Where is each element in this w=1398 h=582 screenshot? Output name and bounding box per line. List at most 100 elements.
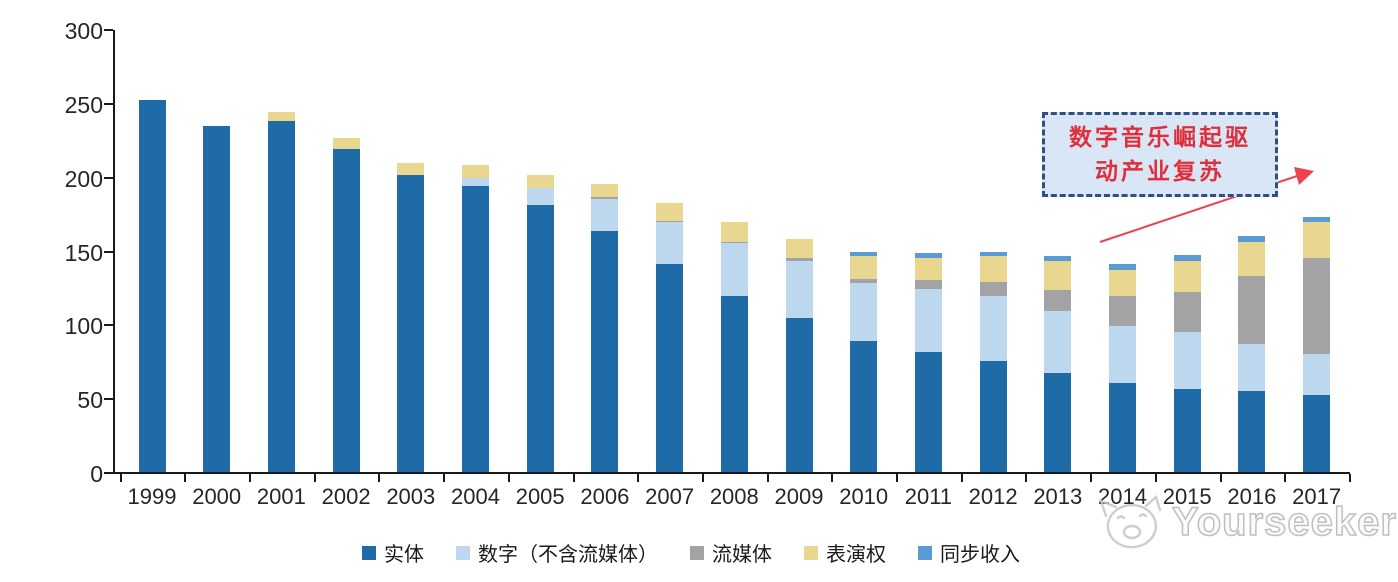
bar-segment: [656, 203, 684, 221]
x-tick-mark: [378, 474, 381, 482]
bar-segment: [526, 204, 554, 472]
y-tick-mark: [104, 472, 113, 474]
x-tick-mark: [637, 474, 640, 482]
bar-segment: [914, 253, 942, 258]
bar-segment: [656, 220, 684, 223]
legend-swatch-icon: [804, 545, 818, 560]
bar-segment: [979, 296, 1007, 362]
y-tick-label: 150: [64, 239, 103, 266]
bar-segment: [1173, 254, 1201, 261]
x-tick-label: 2002: [321, 484, 371, 509]
legend-swatch-icon: [918, 545, 932, 560]
y-tick-mark: [104, 324, 113, 327]
bar-segment: [591, 197, 619, 199]
y-tick-mark: [104, 29, 113, 31]
bar-segment: [1173, 389, 1201, 472]
x-tick-label: 2010: [839, 484, 889, 509]
bar-segment: [979, 256, 1007, 282]
bar-segment: [850, 340, 878, 472]
x-tick-mark: [831, 474, 834, 482]
y-tick-mark: [104, 250, 113, 253]
x-tick-label: 2005: [515, 484, 565, 509]
bar-segment: [526, 188, 554, 205]
bar-segment: [138, 99, 166, 472]
bar-segment: [267, 120, 295, 472]
x-tick-mark: [1284, 474, 1287, 482]
bar-segment: [591, 231, 619, 472]
bar-segment: [397, 175, 425, 472]
bar-segment: [332, 138, 360, 149]
bar-segment: [462, 178, 489, 186]
annotation-text-line1: 数字音乐崛起驱: [1069, 124, 1251, 152]
x-tick-mark: [701, 474, 704, 482]
y-axis: [113, 30, 115, 474]
bar-segment: [850, 251, 878, 257]
x-tick-label: 2009: [774, 484, 824, 509]
x-tick-label: 2014: [1098, 484, 1147, 509]
x-tick-label: 2007: [645, 484, 695, 509]
y-tick-label: 250: [64, 91, 103, 118]
bar-segment: [1303, 353, 1331, 396]
legend-label: 表演权: [826, 542, 886, 566]
bar-segment: [462, 185, 489, 472]
bar-segment: [850, 282, 878, 341]
y-tick-mark: [104, 176, 113, 179]
x-tick-label: 2008: [709, 484, 759, 509]
x-tick-label: 2012: [968, 484, 1018, 509]
annotation-text-line2: 动产业复苏: [1095, 157, 1225, 185]
x-tick-label: 2006: [580, 484, 630, 509]
legend-label: 流媒体: [712, 542, 772, 566]
x-tick-label: 1999: [127, 484, 177, 509]
x-tick-mark: [507, 474, 510, 482]
bar-segment: [785, 260, 813, 319]
bar-segment: [850, 278, 878, 283]
bar-segment: [1109, 269, 1136, 297]
bar-segment: [203, 126, 231, 472]
legend-label: 同步收入: [940, 542, 1020, 566]
bar-segment: [1044, 256, 1072, 261]
y-tick-mark: [104, 102, 113, 105]
legend-label: 实体: [384, 542, 424, 566]
bar-segment: [1303, 216, 1331, 223]
bar-segment: [1044, 290, 1072, 312]
x-tick-mark: [119, 474, 122, 482]
bar-segment: [1303, 257, 1331, 354]
legend-swatch-icon: [362, 545, 376, 560]
x-tick-label: 2000: [192, 484, 242, 509]
bar-segment: [785, 238, 813, 258]
x-tick-label: 2016: [1227, 484, 1277, 509]
bar-segment: [1238, 241, 1266, 276]
bar-segment: [1109, 325, 1136, 384]
bar-segment: [1238, 343, 1266, 391]
x-tick-mark: [572, 474, 575, 482]
bar-segment: [1044, 260, 1072, 291]
bar-segment: [526, 175, 554, 189]
legend: 实体 数字（不含流媒体） 流媒体 表演权 同步收入: [362, 538, 1020, 567]
legend-item: 流媒体: [690, 538, 772, 567]
bar-segment: [979, 361, 1007, 472]
legend-item: 实体: [362, 538, 424, 567]
bar-segment: [397, 163, 425, 176]
x-tick-label: 2004: [451, 484, 500, 509]
y-tick-label: 300: [64, 18, 103, 44]
bar-segment: [1173, 260, 1201, 292]
x-tick-label: 2001: [256, 484, 306, 509]
x-tick-mark: [1348, 474, 1351, 482]
bar-segment: [591, 184, 619, 198]
bar-segment: [1303, 222, 1331, 258]
x-tick-mark: [313, 474, 316, 482]
bar-segment: [1109, 383, 1136, 472]
x-tick-mark: [896, 474, 899, 482]
annotation-callout: 数字音乐崛起驱 动产业复苏: [1042, 112, 1278, 197]
legend-swatch-icon: [456, 545, 470, 560]
legend-swatch-icon: [690, 545, 704, 560]
bar-segment: [1173, 331, 1201, 390]
bar-segment: [720, 241, 748, 244]
legend-label: 数字（不含流媒体）: [478, 542, 658, 566]
legend-item: 数字（不含流媒体）: [456, 538, 658, 567]
x-tick-mark: [249, 474, 252, 482]
bar-segment: [785, 257, 813, 261]
bar-segment: [914, 257, 942, 281]
bar-segment: [1303, 395, 1331, 472]
legend-item: 表演权: [804, 538, 886, 567]
